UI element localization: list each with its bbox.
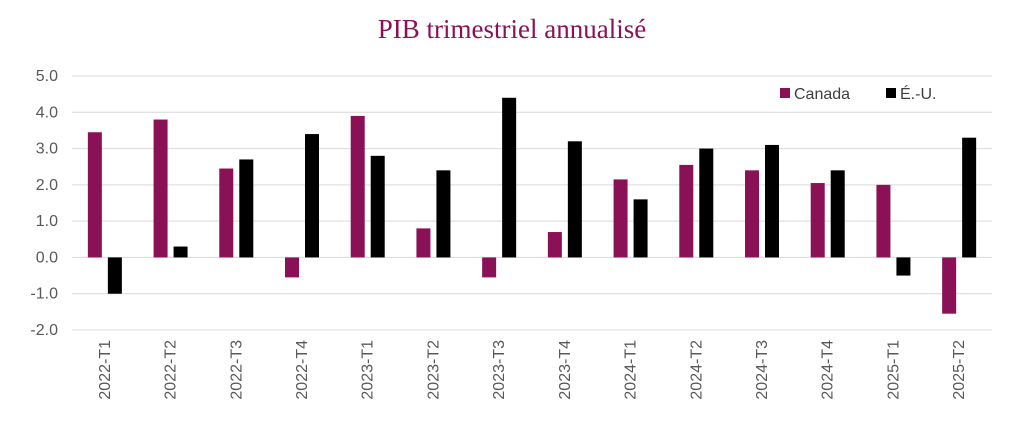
legend-label-e-u: É.-U. <box>900 84 936 103</box>
y-tick-label: 2.0 <box>36 177 58 194</box>
bar-canada-2024-t3 <box>745 170 759 258</box>
bar-e-u-2022-t3 <box>239 159 254 258</box>
bar-e-u-2023-t1 <box>370 155 385 258</box>
y-tick-label: 3.0 <box>36 141 58 158</box>
bar-e-u-2024-t1 <box>633 199 648 258</box>
x-tick-label: 2023-T4 <box>557 340 574 400</box>
y-tick-label: -1.0 <box>30 286 58 303</box>
x-tick-label: 2025-T1 <box>885 340 902 400</box>
bar-canada-2023-t2 <box>416 228 431 258</box>
bar-e-u-2025-t2 <box>962 137 977 258</box>
y-tick-label: 4.0 <box>36 104 58 121</box>
bar-e-u-2022-t4 <box>305 134 319 258</box>
x-axis-ticks: 2022-T1 2022-T2 2022-T3 2022-T4 2023-T1 2023-… <box>97 340 968 400</box>
bar-e-u-2023-t4 <box>567 141 582 258</box>
bar-canada-2023-t3 <box>482 257 497 278</box>
bar-canada-2024-t4 <box>810 183 825 258</box>
x-tick-label: 2024-T2 <box>688 340 705 400</box>
x-tick-label: 2022-T1 <box>97 340 114 400</box>
y-axis-ticks: 5.0 4.0 3.0 2.0 1.0 0.0 -1.0 -2.0 <box>30 68 58 339</box>
bar-canada-2023-t1 <box>350 115 365 258</box>
x-tick-label: 2022-T3 <box>228 340 245 400</box>
bar-e-u-2025-t1 <box>896 257 911 276</box>
y-tick-label: -2.0 <box>30 322 58 339</box>
bar-e-u-2022-t1 <box>107 257 122 294</box>
x-tick-label: 2022-T4 <box>294 340 311 400</box>
y-tick-label: 1.0 <box>36 213 58 230</box>
x-tick-label: 2024-T1 <box>623 340 640 400</box>
bar-canada-2022-t1 <box>87 132 102 258</box>
bar-e-u-2024-t3 <box>765 144 779 258</box>
bar-canada-2022-t4 <box>285 257 299 278</box>
bars <box>87 97 977 314</box>
bar-e-u-2024-t2 <box>699 148 714 258</box>
gridlines <box>72 75 992 331</box>
x-tick-label: 2025-T2 <box>951 340 968 400</box>
bar-canada-2025-t2 <box>942 257 957 314</box>
bar-canada-2025-t1 <box>876 184 891 258</box>
x-tick-label: 2023-T2 <box>425 340 442 400</box>
x-tick-label: 2023-T1 <box>360 340 377 400</box>
chart-title: PIB trimestriel annualisé <box>377 14 647 44</box>
y-tick-label: 0.0 <box>36 249 58 266</box>
legend-swatch-e-u <box>886 88 896 98</box>
bar-e-u-2023-t2 <box>436 170 451 258</box>
y-tick-label: 5.0 <box>36 68 58 85</box>
legend: Canada É.-U. <box>780 84 936 103</box>
bar-canada-2022-t2 <box>153 119 168 258</box>
bar-canada-2023-t4 <box>547 232 562 258</box>
bar-e-u-2023-t3 <box>502 97 517 258</box>
bar-e-u-2022-t2 <box>173 246 188 258</box>
bar-e-u-2024-t4 <box>830 170 845 258</box>
x-tick-label: 2024-T3 <box>754 340 771 400</box>
bar-canada-2024-t2 <box>679 164 694 258</box>
legend-swatch-canada <box>780 88 790 98</box>
legend-label-canada: Canada <box>794 86 850 103</box>
bar-canada-2022-t3 <box>219 168 234 258</box>
x-tick-label: 2023-T3 <box>491 340 508 400</box>
x-tick-label: 2022-T2 <box>163 340 180 400</box>
bar-canada-2024-t1 <box>613 179 628 258</box>
x-tick-label: 2024-T4 <box>820 340 837 400</box>
